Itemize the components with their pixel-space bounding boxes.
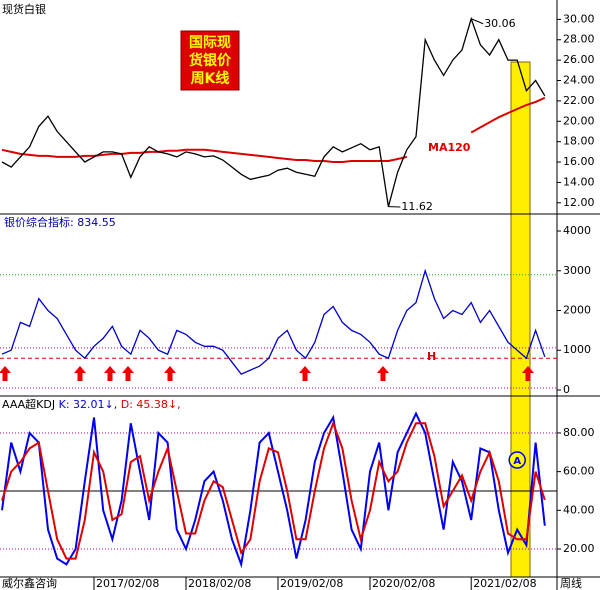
y-tick-label: 28.00: [563, 33, 595, 46]
badge-line: 国际现: [189, 35, 231, 51]
y-tick-label: 12.00: [563, 196, 595, 209]
x-tick-label: 2019/02/08: [280, 577, 343, 590]
annotation: A: [513, 456, 521, 467]
kdj-title: AAA超KDJ: [2, 397, 55, 411]
badge-line: 周K线: [191, 70, 230, 87]
signal-arrow: [522, 366, 534, 381]
y-tick-label: 20.00: [563, 542, 595, 555]
y-tick-label: 24.00: [563, 74, 595, 87]
badge: 国际现 货银价 周K线: [180, 30, 240, 91]
y-tick-label: 26.00: [563, 53, 595, 66]
signal-arrow: [164, 366, 176, 381]
y-tick-label: 30.00: [563, 12, 595, 25]
badge-box: [180, 30, 240, 91]
legend-entry: K: 32.01↓,: [59, 398, 118, 411]
series-line: [1, 411, 546, 569]
y-tick-label: 2000: [563, 304, 591, 317]
signal-arrow: [74, 366, 86, 381]
signal-arrow: [299, 366, 311, 381]
y-tick-label: 4000: [563, 224, 591, 237]
y-tick-label: 14.00: [563, 175, 595, 188]
y-tick-label: 20.00: [563, 114, 595, 127]
y-tick-label: 0: [563, 383, 570, 396]
ma-label: MA120: [428, 141, 471, 154]
period: 周线: [560, 576, 582, 590]
y-tick-label: 22.00: [563, 94, 595, 107]
chart-title: 现货白银: [2, 2, 46, 16]
highlight-band: [510, 61, 531, 578]
y-tick-label: 60.00: [563, 465, 595, 478]
badge-line: 货银价: [188, 52, 232, 69]
x-tick-label: 2020/02/08: [372, 577, 435, 590]
annotation: 30.06: [484, 17, 516, 30]
x-tick-label: 2021/02/08: [473, 577, 536, 590]
signal-arrow: [0, 366, 11, 381]
source: 威尔鑫咨询: [2, 576, 57, 590]
annotation-marker: [508, 451, 526, 469]
legend-entry: D: 45.38↓,: [121, 398, 181, 411]
panel-title: 银价综合指标: 834.55: [4, 215, 116, 229]
signal-arrow: [104, 366, 116, 381]
annotation-leader: [471, 18, 484, 25]
data-line: [1, 16, 546, 207]
y-tick-label: 16.00: [563, 155, 595, 168]
signal-arrow: [122, 366, 134, 381]
y-tick-label: 18.00: [563, 135, 595, 148]
y-tick-label: 1000: [563, 343, 591, 356]
data-line: [1, 268, 546, 375]
y-tick-label: 80.00: [563, 426, 595, 439]
x-tick-label: 2018/02/08: [188, 577, 251, 590]
reference-label: H: [427, 350, 436, 363]
x-tick-label: 2017/02/08: [96, 577, 159, 590]
series-line: [1, 420, 546, 560]
signal-arrow: [377, 366, 389, 381]
y-tick-label: 40.00: [563, 503, 595, 516]
annotation: 11.62: [401, 200, 433, 213]
y-tick-label: 3000: [563, 264, 591, 277]
ma-line: [1, 96, 546, 163]
panel-title: AAA超KDJ K: 32.01↓, D: 45.38↓,: [2, 397, 181, 411]
